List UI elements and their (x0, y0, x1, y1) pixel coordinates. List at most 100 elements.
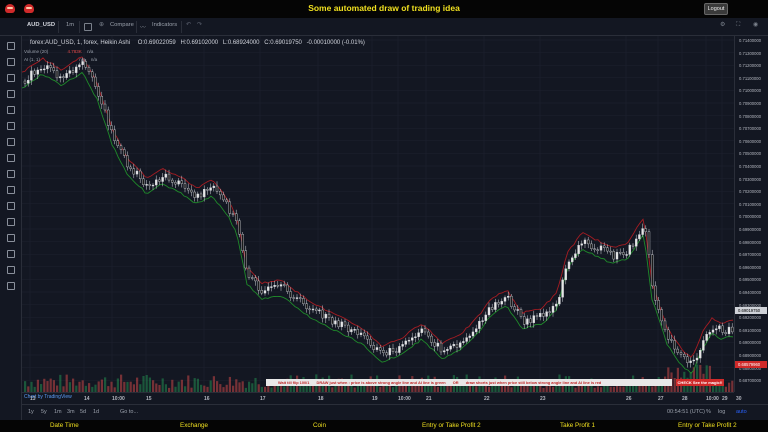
brush-icon[interactable] (7, 90, 15, 98)
candle (385, 352, 388, 356)
range-button-3m[interactable]: 3m (67, 409, 75, 415)
candle (382, 350, 385, 353)
volume-bar (459, 384, 462, 392)
gear-icon[interactable]: ⚙ (720, 22, 726, 28)
compare-button[interactable]: Compare (110, 22, 134, 28)
time-axis-label: 22 (484, 396, 490, 402)
ai-label: AI (1, 1) (24, 57, 41, 62)
auto-toggle[interactable]: auto (736, 409, 747, 415)
volume-bar (235, 379, 238, 392)
volume-value: 4.783K (67, 49, 82, 54)
log-toggle[interactable]: log (718, 409, 726, 415)
eye-icon[interactable] (7, 250, 15, 258)
volume-bar (212, 376, 215, 392)
volume-bar (532, 380, 535, 392)
signal-check-button[interactable]: CHECK See the magic!! (676, 379, 724, 386)
candle (391, 348, 395, 352)
legend-close: C:0.69019750 (264, 40, 302, 46)
candle (302, 298, 305, 304)
time-axis[interactable]: 13 14 10:00 15 16 17 18 19 10:00 21 22 23 26 27 28 10:0… (22, 392, 742, 404)
candle (177, 180, 180, 185)
logo-icon (5, 4, 15, 13)
lock-icon[interactable] (7, 234, 15, 242)
pencil-icon[interactable] (7, 218, 15, 226)
plus-icon[interactable]: ⊕ (99, 22, 104, 28)
candle (715, 328, 718, 331)
candle (545, 311, 548, 317)
range-button-1d[interactable]: 1d (93, 409, 100, 415)
time-axis-label: 10:00 (398, 396, 411, 402)
volume-bar (462, 386, 465, 392)
zoom-icon[interactable] (7, 186, 15, 194)
ruler-icon[interactable] (7, 170, 15, 178)
camera-icon[interactable]: ◉ (753, 22, 759, 28)
interval-selector[interactable]: 1m (66, 22, 75, 28)
candle (286, 284, 289, 292)
volume-bar (401, 382, 404, 392)
price-axis-label: 0.71300000 (739, 50, 762, 56)
candle (23, 80, 27, 84)
range-button-5d[interactable]: 5d (80, 409, 87, 415)
candle (353, 329, 356, 331)
price-chart[interactable] (22, 36, 734, 392)
candle (331, 317, 334, 325)
crosshair-icon[interactable] (7, 42, 15, 50)
candle (250, 277, 254, 279)
utc-clock[interactable]: 00:54:51 (UTC) (667, 409, 705, 415)
percent-toggle[interactable]: % (706, 409, 711, 415)
volume-bar (612, 386, 615, 392)
fullscreen-icon[interactable]: ⛶ (736, 22, 741, 28)
price-axis-label: 0.70900000 (739, 101, 762, 106)
candlestick-chart[interactable] (22, 36, 734, 392)
chart-style-icon[interactable] (84, 23, 92, 31)
range-button-1y[interactable]: 1y (28, 409, 34, 415)
candle (500, 301, 503, 305)
watermark[interactable]: Chart by TradingView (24, 394, 72, 400)
ai-value-2: n/a (90, 57, 98, 62)
redo-icon[interactable]: ↷ (197, 22, 202, 28)
ai-red-line (22, 56, 734, 358)
candle (683, 354, 686, 357)
volume-bar (638, 381, 641, 392)
candle (315, 308, 318, 311)
volume-bar (88, 383, 91, 392)
fibonacci-icon[interactable] (7, 74, 15, 82)
arrow-icon[interactable] (7, 154, 15, 162)
candle (199, 193, 203, 198)
price-axis[interactable]: 0.71400000 0.71300000 0.71200000 0.71100000… (734, 36, 768, 392)
undo-icon[interactable]: ↶ (186, 22, 191, 28)
indicators-button[interactable]: Indicators (152, 22, 178, 28)
magnet-icon[interactable] (7, 202, 15, 210)
trendline-icon[interactable] (7, 58, 15, 66)
price-axis-label: 0.69900000 (739, 227, 762, 232)
candle (218, 191, 222, 196)
text-icon[interactable] (7, 106, 15, 114)
time-axis-label: 28 (682, 396, 688, 402)
layers-icon[interactable] (7, 266, 15, 274)
volume-bar (152, 380, 155, 392)
volume-bar (488, 386, 491, 392)
volume-bar (104, 377, 107, 392)
candle (702, 340, 705, 351)
candle (379, 347, 382, 351)
prediction-icon[interactable] (7, 138, 15, 146)
volume-bar (593, 387, 596, 392)
indicators-icon[interactable]: 〰 (140, 25, 146, 31)
volume-bar (251, 383, 254, 392)
candle (590, 243, 593, 249)
candle (247, 267, 251, 278)
range-button-1m[interactable]: 1m (54, 409, 62, 415)
candle (635, 238, 638, 247)
goto-button[interactable]: Go to... (120, 409, 139, 415)
candle (222, 194, 225, 201)
volume-bar (222, 387, 225, 392)
trash-icon[interactable] (7, 282, 15, 290)
logout-button[interactable]: Logout (704, 3, 728, 15)
candle (644, 228, 647, 232)
pattern-icon[interactable] (7, 122, 15, 130)
footer-label: Entry or Take Profit 2 (422, 422, 481, 429)
range-button-5y[interactable]: 5y (41, 409, 47, 415)
symbol-search[interactable]: AUD_USD (27, 22, 56, 28)
candle (161, 177, 164, 182)
volume-bar (49, 378, 52, 392)
